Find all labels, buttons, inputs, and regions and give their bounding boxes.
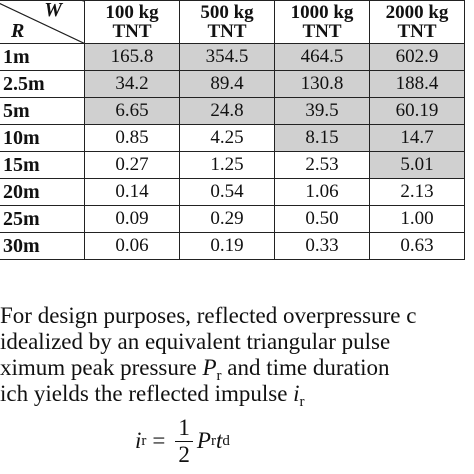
column-header-line1: 1000 kg [290,2,354,23]
paragraph-line-4: ich yields the reflected impulse ir [0,381,474,407]
column-header-line1: 100 kg [105,2,159,23]
table-body: 1m 165.8 354.5 464.5 602.9 2.5m 34.2 89.4 130.8 1… [0,43,465,260]
column-header-1000kg: 1000 kg TNT [274,0,370,44]
table-row: 10m 0.85 4.25 8.15 14.7 [0,124,465,152]
column-header-2000kg: 2000 kg TNT [369,0,465,44]
pressure-value-cell: 24.8 [179,97,275,125]
paragraph-line-3-post: and time duration [221,355,390,380]
column-header-100kg: 100 kg TNT [84,0,180,44]
pressure-value-cell: 0.33 [274,232,370,260]
row-label-distance: 1m [0,43,85,71]
paragraph-line-1: For design purposes, reflected overpress… [0,303,417,328]
charge-weight-symbol: W [44,0,62,21]
pressure-value-cell: 0.14 [84,178,180,206]
pressure-value-cell: 2.53 [274,151,370,179]
fraction-denominator: 2 [178,441,190,467]
equation-p-var: P [196,428,211,453]
table-row: 30m 0.06 0.19 0.33 0.63 [0,232,465,260]
equation-equals: = [152,428,166,453]
pressure-value-cell: 8.15 [274,124,370,152]
pressure-value-cell: 0.29 [179,205,275,233]
pressure-value-cell: 464.5 [274,43,370,71]
distance-symbol: R [11,20,25,42]
pressure-subscript: r [216,368,222,382]
column-header-line2: TNT [207,21,247,42]
pressure-value-cell: 5.01 [369,151,465,179]
pressure-value-cell: 0.27 [84,151,180,179]
row-label-distance: 15m [0,151,85,179]
column-header-line2: TNT [302,21,342,42]
impulse-subscript: r [299,394,305,408]
fraction-numerator: 1 [175,415,193,442]
table-header-row: W R 100 kg TNT 500 kg TNT 1000 kg TNT 20… [0,0,465,44]
pressure-value-cell: 60.19 [369,97,465,125]
row-label-distance: 20m [0,178,85,206]
table-row: 25m 0.09 0.29 0.50 1.00 [0,205,465,233]
pressure-value-cell: 354.5 [179,43,275,71]
pressure-value-cell: 39.5 [274,97,370,125]
pressure-value-cell: 0.63 [369,232,465,260]
pressure-value-cell: 165.8 [84,43,180,71]
corner-header-cell: W R [0,0,85,44]
pressure-value-cell: 0.09 [84,205,180,233]
table-row: 20m 0.14 0.54 1.06 2.13 [0,178,465,206]
pressure-value-cell: 1.06 [274,178,370,206]
row-label-distance: 2.5m [0,70,85,98]
paragraph-line-4-pre: ich yields the reflected impulse [0,381,294,406]
pressure-value-cell: 89.4 [179,70,275,98]
pressure-value-cell: 2.13 [369,178,465,206]
pressure-value-cell: 34.2 [84,70,180,98]
pressure-value-cell: 130.8 [274,70,370,98]
row-label-distance: 25m [0,205,85,233]
pressure-table: W R 100 kg TNT 500 kg TNT 1000 kg TNT 20… [0,0,465,260]
pressure-symbol: P [202,355,217,380]
equation-fraction: 1 2 [175,415,193,468]
equation-lhs-var: i [135,428,142,453]
equation-t-var: t [215,428,223,453]
table-row: 5m 6.65 24.8 39.5 60.19 [0,97,465,125]
pressure-value-cell: 0.19 [179,232,275,260]
pressure-value-cell: 14.7 [369,124,465,152]
row-label-distance: 10m [0,124,85,152]
pressure-value-cell: 1.25 [179,151,275,179]
table-row: 15m 0.27 1.25 2.53 5.01 [0,151,465,179]
paragraph-line-3: ximum peak pressure Pr and time duration [0,355,474,381]
table-row: 2.5m 34.2 89.4 130.8 188.4 [0,70,465,98]
pressure-value-cell: 4.25 [179,124,275,152]
table-row: 1m 165.8 354.5 464.5 602.9 [0,43,465,71]
pressure-value-cell: 602.9 [369,43,465,71]
column-header-line1: 2000 kg [385,2,449,23]
row-label-distance: 5m [0,97,85,125]
column-header-500kg: 500 kg TNT [179,0,275,44]
pressure-value-cell: 0.85 [84,124,180,152]
pressure-value-cell: 6.65 [84,97,180,125]
pressure-value-cell: 0.50 [274,205,370,233]
row-label-distance: 30m [0,232,85,260]
paragraph-line-3-pre: ximum peak pressure [0,355,203,380]
pressure-value-cell: 188.4 [369,70,465,98]
column-header-line2: TNT [397,21,437,42]
column-header-line1: 500 kg [200,2,254,23]
pressure-value-cell: 0.54 [179,178,275,206]
pressure-value-cell: 0.06 [84,232,180,260]
paragraph-line-2: idealized by an equivalent triangular pu… [0,329,391,354]
impulse-symbol: i [293,381,300,406]
pressure-value-cell: 1.00 [369,205,465,233]
column-header-line2: TNT [112,21,152,42]
